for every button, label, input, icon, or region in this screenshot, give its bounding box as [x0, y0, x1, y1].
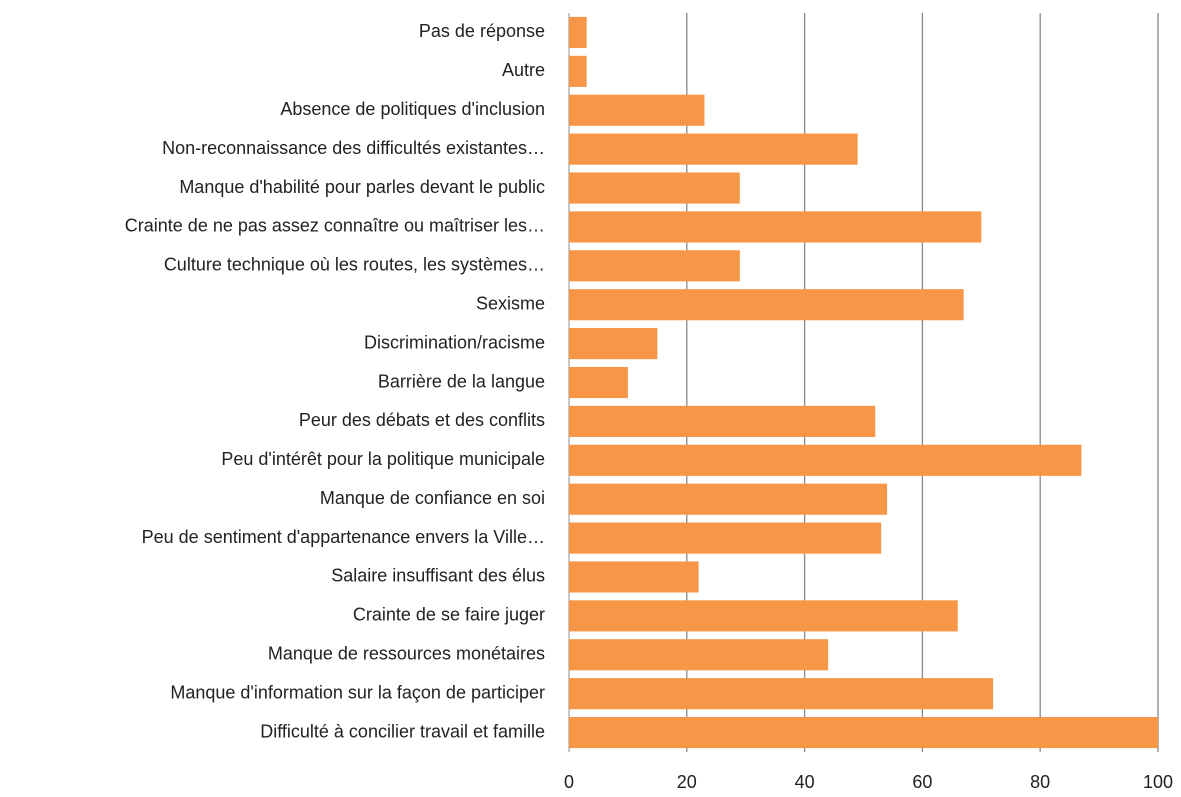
y-tick-label: Barrière de la langue [378, 371, 545, 391]
bar [569, 561, 699, 593]
x-tick-label: 80 [1030, 772, 1050, 792]
bar [569, 16, 587, 49]
bar [569, 94, 705, 126]
y-tick-label: Autre [502, 60, 545, 80]
y-tick-label: Manque de ressources monétaires [268, 644, 545, 664]
x-tick-label: 60 [912, 772, 932, 792]
bar [569, 133, 858, 165]
y-tick-label: Culture technique où les routes, les sys… [164, 255, 545, 275]
bar [569, 678, 994, 710]
y-tick-label: Discrimination/racisme [364, 332, 545, 352]
bar [569, 639, 829, 671]
y-tick-label: Crainte de ne pas assez connaître ou maî… [125, 216, 545, 236]
y-tick-label: Difficulté à concilier travail et famill… [260, 721, 545, 741]
bar [569, 328, 658, 360]
y-tick-label: Non-reconnaissance des difficultés exist… [162, 138, 545, 158]
x-tick-label: 20 [677, 772, 697, 792]
bar [569, 211, 982, 243]
y-tick-label: Peu de sentiment d'appartenance envers l… [142, 527, 545, 547]
y-tick-label: Absence de politiques d'inclusion [280, 99, 545, 119]
bar [569, 366, 628, 399]
y-tick-label: Manque d'habilité pour parles devant le … [179, 177, 545, 197]
x-tick-label: 0 [564, 772, 574, 792]
y-tick-label: Sexisme [476, 293, 545, 313]
bar [569, 172, 740, 204]
bar [569, 289, 964, 321]
bar [569, 522, 882, 554]
bar [569, 444, 1082, 476]
y-tick-label: Peur des débats et des conflits [299, 410, 545, 430]
y-tick-label: Salaire insuffisant des élus [331, 566, 545, 586]
bar [569, 405, 876, 437]
bar [569, 55, 587, 87]
bar [569, 483, 888, 515]
x-tick-label: 40 [795, 772, 815, 792]
y-tick-label: Pas de réponse [419, 21, 545, 41]
y-tick-label: Manque de confiance en soi [320, 488, 545, 508]
x-tick-label: 100 [1143, 772, 1173, 792]
y-tick-label: Manque d'information sur la façon de par… [170, 682, 545, 702]
y-tick-label: Peu d'intérêt pour la politique municipa… [221, 449, 545, 469]
bar [569, 716, 1158, 749]
bar [569, 250, 740, 282]
y-tick-label: Crainte de se faire juger [353, 605, 545, 625]
bar [569, 600, 958, 632]
